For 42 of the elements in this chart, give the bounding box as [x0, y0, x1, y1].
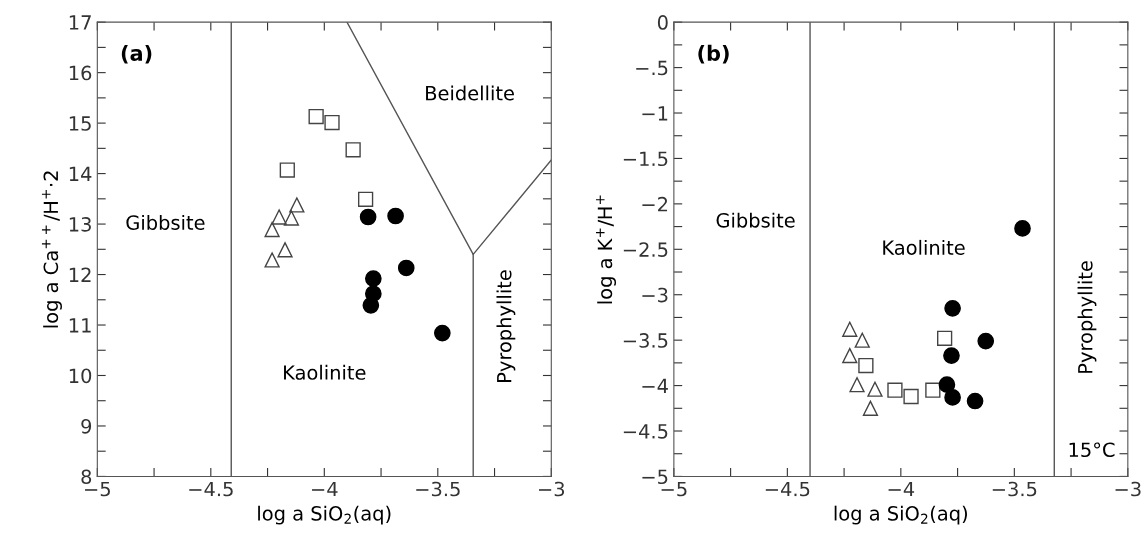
annotation: Pyrophyllite: [496, 270, 516, 382]
y-axis-title: log a Ca$^{++}$/H$^{+}$·2: [41, 171, 62, 328]
y-tick-label: −.5: [636, 60, 668, 76]
y-tick-label: 13: [69, 217, 91, 232]
x-axis-title: log a SiO$_{2}$(aq): [834, 505, 967, 525]
annotation: Gibbsite: [716, 212, 795, 228]
y-tick-label: 12: [69, 267, 91, 282]
annotation: 15°C: [1069, 442, 1115, 458]
y-tick-label: −2.5: [623, 242, 668, 257]
x-tick-label: −4: [888, 481, 915, 497]
annotation: Gibbsite: [126, 214, 205, 230]
x-tick-label: −4.5: [189, 481, 233, 497]
annotation: Kaolinite: [284, 364, 366, 380]
y-tick-label: 11: [69, 318, 91, 333]
y-tick-label: 10: [69, 368, 92, 384]
annotation: Kaolinite: [883, 239, 965, 255]
y-tick-label: 9: [81, 418, 92, 434]
x-axis-title: log a SiO$_{2}$(aq): [258, 505, 391, 525]
y-tick-label: −3: [642, 287, 668, 303]
y-tick-label: −1: [642, 106, 668, 121]
y-tick-label: 16: [69, 65, 92, 81]
x-tick-label: −4: [312, 481, 338, 497]
y-tick-label: 8: [81, 469, 92, 485]
y-axis-title: log a K$^{+}$/H$^{+}$: [596, 195, 617, 304]
text: (b): [698, 44, 729, 64]
y-tick-label: 0: [657, 15, 668, 30]
y-tick-label: 17: [69, 15, 91, 30]
x-tick-label: −3: [1115, 481, 1141, 497]
text: (a): [121, 44, 152, 64]
y-tick-label: −4.5: [623, 424, 668, 439]
y-tick-label: 15: [69, 116, 91, 131]
y-tick-label: −2: [642, 196, 668, 212]
x-tick-label: −3: [539, 481, 565, 497]
annotation: Beidellite: [426, 85, 514, 101]
x-tick-label: −4.5: [765, 481, 810, 497]
annotation: Pyrophyllite: [1077, 261, 1097, 373]
y-tick-label: −4: [642, 378, 668, 393]
y-tick-label: −1.5: [623, 151, 668, 167]
y-tick-label: −3.5: [623, 333, 668, 348]
x-tick-label: −3.5: [992, 481, 1037, 497]
x-tick-label: −3.5: [416, 481, 460, 497]
y-tick-label: 14: [69, 166, 92, 181]
